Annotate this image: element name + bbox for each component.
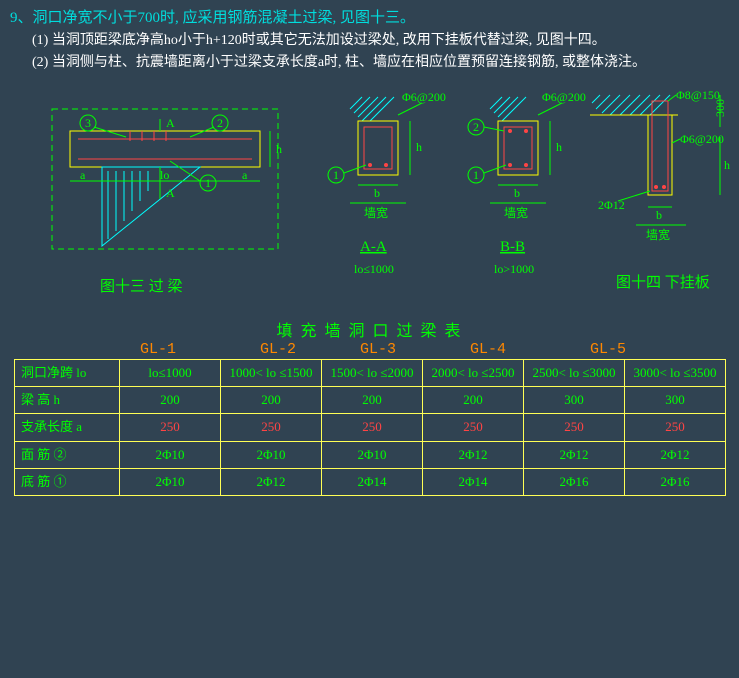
hdr-h: 梁 高 h xyxy=(15,387,120,414)
svg-text:a: a xyxy=(80,168,86,182)
cell: 250 xyxy=(423,414,524,441)
hdr-top: 面 筋 ② xyxy=(15,441,120,468)
svg-text:A-A: A-A xyxy=(360,239,387,255)
cell: 1000< lo ≤1500 xyxy=(221,359,322,386)
cell: 2Φ16 xyxy=(524,468,625,495)
svg-text:B-B: B-B xyxy=(500,239,525,255)
fig14-caption: 图十四 下挂板 xyxy=(616,273,710,291)
cell: 2Φ16 xyxy=(625,468,726,495)
svg-text:1: 1 xyxy=(333,168,339,182)
svg-text:b: b xyxy=(656,208,662,222)
cell: 2Φ12 xyxy=(524,441,625,468)
svg-text:墙宽: 墙宽 xyxy=(504,205,528,220)
cell: lo≤1000 xyxy=(120,359,221,386)
svg-text:A: A xyxy=(166,116,175,130)
cell: 250 xyxy=(625,414,726,441)
svg-text:2Φ12: 2Φ12 xyxy=(598,198,625,212)
hdr-lo: 洞口净跨 lo xyxy=(15,359,120,386)
note-9: 9、洞口净宽不小于700时, 应采用钢筋混凝土过梁, 见图十三。 xyxy=(10,6,729,30)
svg-text:h: h xyxy=(416,140,422,154)
svg-text:Φ6@200: Φ6@200 xyxy=(402,91,446,104)
cell: 2Φ12 xyxy=(221,468,322,495)
table-row: 底 筋 ① 2Φ10 2Φ12 2Φ14 2Φ14 2Φ16 2Φ16 xyxy=(15,468,726,495)
svg-text:b: b xyxy=(514,186,520,200)
svg-text:h: h xyxy=(724,158,730,172)
svg-text:Φ6@200: Φ6@200 xyxy=(680,132,724,146)
gl-labels: GL-1 GL-2 GL-3 GL-4 GL-5 xyxy=(0,341,739,359)
svg-text:h: h xyxy=(276,142,282,156)
note-9-2: (2) 当洞侧与柱、抗震墙距离小于过梁支承长度a时, 柱、墙应在相应位置预留连接… xyxy=(10,52,729,74)
cell: 2Φ10 xyxy=(120,441,221,468)
lintel-table: 洞口净跨 lo lo≤1000 1000< lo ≤1500 1500< lo … xyxy=(14,359,726,496)
svg-text:300: 300 xyxy=(713,99,727,117)
cell: 200 xyxy=(423,387,524,414)
gl-1: GL-1 xyxy=(140,341,176,358)
cell: 300 xyxy=(625,387,726,414)
cell: 250 xyxy=(120,414,221,441)
note-9-1: (1) 当洞顶距梁底净高ho小于h+120时或其它无法加设过梁处, 改用下挂板代… xyxy=(10,30,729,52)
table-row: 支承长度 a 250 250 250 250 250 250 xyxy=(15,414,726,441)
cell: 200 xyxy=(221,387,322,414)
gl-3: GL-3 xyxy=(360,341,396,358)
cell: 2500< lo ≤3000 xyxy=(524,359,625,386)
fig-14: Φ8@150 Φ6@200 300 h 2Φ12 b 墙宽 图十四 下挂板 xyxy=(590,87,735,307)
table-row: 梁 高 h 200 200 200 200 300 300 xyxy=(15,387,726,414)
hdr-a: 支承长度 a xyxy=(15,414,120,441)
fig-13: A A 3 2 1 a lo a h 图十三 过 梁 xyxy=(30,91,290,311)
svg-text:2: 2 xyxy=(473,120,479,134)
svg-text:lo: lo xyxy=(160,168,169,182)
svg-text:lo≤1000: lo≤1000 xyxy=(354,262,394,276)
svg-text:1: 1 xyxy=(473,168,479,182)
cell: 2Φ10 xyxy=(120,468,221,495)
table-row: 洞口净跨 lo lo≤1000 1000< lo ≤1500 1500< lo … xyxy=(15,359,726,386)
svg-text:墙宽: 墙宽 xyxy=(364,205,388,220)
cell: 2Φ12 xyxy=(423,441,524,468)
cell: 250 xyxy=(221,414,322,441)
svg-text:墙宽: 墙宽 xyxy=(646,227,670,242)
cell: 250 xyxy=(524,414,625,441)
cell: 2Φ10 xyxy=(322,441,423,468)
cell: 200 xyxy=(322,387,423,414)
cell: 1500< lo ≤2000 xyxy=(322,359,423,386)
table-title: 填 充 墙 洞 口 过 梁 表 xyxy=(0,317,739,341)
gl-4: GL-4 xyxy=(470,341,506,358)
svg-text:Φ6@200: Φ6@200 xyxy=(542,91,586,104)
cell: 2Φ12 xyxy=(625,441,726,468)
cell: 2000< lo ≤2500 xyxy=(423,359,524,386)
hdr-bot: 底 筋 ① xyxy=(15,468,120,495)
cell: 2Φ10 xyxy=(221,441,322,468)
fig13-caption: 图十三 过 梁 xyxy=(100,278,183,295)
svg-text:a: a xyxy=(242,168,248,182)
diagrams-area: A A 3 2 1 a lo a h 图十三 过 梁 xyxy=(0,81,739,311)
svg-text:2: 2 xyxy=(217,116,223,130)
cell: 2Φ14 xyxy=(423,468,524,495)
section-aa: Φ6@200 1 b h 墙宽 A-A lo≤1000 xyxy=(310,91,450,311)
cell: 3000< lo ≤3500 xyxy=(625,359,726,386)
cell: 300 xyxy=(524,387,625,414)
cell: 2Φ14 xyxy=(322,468,423,495)
svg-text:3: 3 xyxy=(85,116,91,130)
gl-5: GL-5 xyxy=(590,341,626,358)
cell: 200 xyxy=(120,387,221,414)
section-bb: Φ6@200 1 2 b h 墙宽 B-B lo>1000 xyxy=(450,91,590,311)
svg-text:lo>1000: lo>1000 xyxy=(494,262,534,276)
cell: 250 xyxy=(322,414,423,441)
svg-text:h: h xyxy=(556,140,562,154)
gl-2: GL-2 xyxy=(260,341,296,358)
svg-text:b: b xyxy=(374,186,380,200)
svg-text:1: 1 xyxy=(205,176,211,190)
table-row: 面 筋 ② 2Φ10 2Φ10 2Φ10 2Φ12 2Φ12 2Φ12 xyxy=(15,441,726,468)
svg-text:A: A xyxy=(166,186,175,200)
